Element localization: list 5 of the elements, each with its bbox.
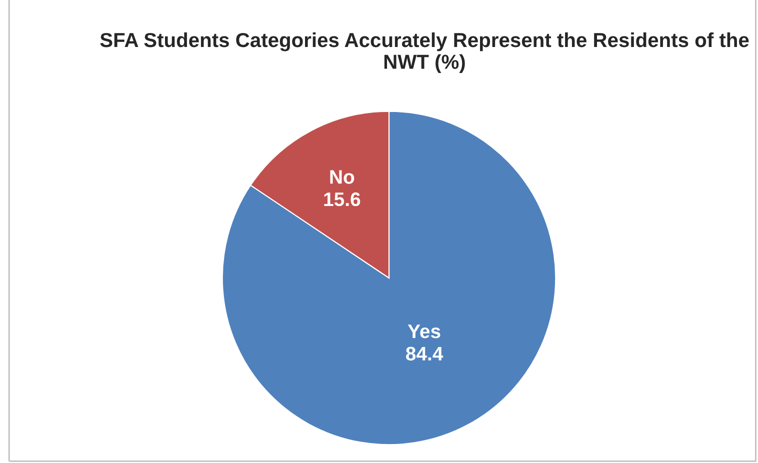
- data-label: 15.6: [324, 192, 360, 206]
- chart-title: SFA Students Categories Accurately Represent the Residents of the NWT (%): [100, 32, 749, 73]
- slice-label: No: [330, 170, 354, 184]
- data-label: 84.4: [406, 346, 444, 361]
- slice-label: Yes: [408, 324, 440, 338]
